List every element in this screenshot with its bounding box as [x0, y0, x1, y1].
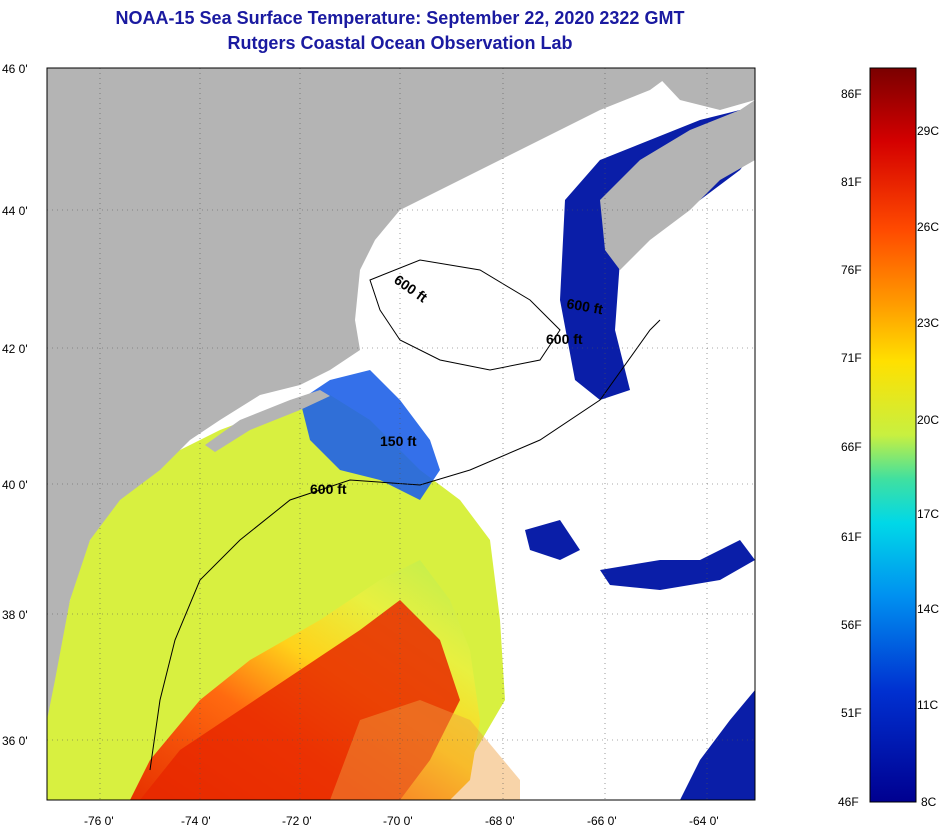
lon-tick-label: -70 0': [383, 814, 413, 828]
shelf-contour-600ft: [149, 319, 661, 771]
map-title: NOAA-15 Sea Surface Temperature: Septemb…: [115, 8, 685, 28]
cold-water-southeast: [680, 690, 755, 800]
long-island: [205, 390, 330, 452]
latitude-axis: 46 0' 44 0' 42 0' 40 0' 38 0' 36 0': [2, 62, 28, 748]
colorbar-celsius-label: 17C: [917, 507, 939, 521]
colorbar-gradient: [869, 67, 917, 803]
colorbar-celsius-label: 29C: [917, 124, 939, 138]
colorbar-fahrenheit-label: 51F: [841, 706, 862, 720]
map-area: [47, 68, 755, 800]
colorbar-fahrenheit-label: 56F: [841, 618, 862, 632]
map-frame: [46, 67, 756, 801]
lon-tick-label: -64 0': [689, 814, 719, 828]
colorbar-celsius-label: 26C: [917, 220, 939, 234]
lat-tick-label: 40 0': [2, 478, 28, 492]
lon-tick-label: -76 0': [84, 814, 114, 828]
gulf-of-maine-contour: [369, 259, 561, 371]
graticule: [47, 68, 755, 800]
contour-label: 600 ft: [565, 295, 604, 317]
contour-label: 600 ft: [546, 331, 583, 347]
cold-eddy: [525, 520, 580, 560]
colorbar-fahrenheit-label: 86F: [841, 87, 862, 101]
lon-tick-label: -66 0': [587, 814, 617, 828]
colorbar-fahrenheit-label: 76F: [841, 263, 862, 277]
lat-tick-label: 42 0': [2, 342, 28, 356]
gulf-stream-core: [140, 600, 460, 800]
map-subtitle: Rutgers Coastal Ocean Observation Lab: [227, 33, 573, 53]
lat-tick-label: 38 0': [2, 608, 28, 622]
contour-label: 150 ft: [380, 433, 417, 449]
lat-tick-label: 46 0': [2, 62, 28, 76]
colorbar-celsius-label: 11C: [917, 698, 938, 712]
colorbar-celsius-label: 8C: [921, 795, 937, 809]
longitude-axis: -76 0' -74 0' -72 0' -70 0' -68 0' -66 0…: [84, 814, 719, 828]
speckled-water: [330, 700, 520, 800]
lat-tick-label: 36 0': [2, 734, 28, 748]
colorbar-fahrenheit-label: 71F: [841, 351, 862, 365]
colorbar-fahrenheit-label: 66F: [841, 440, 862, 454]
lon-tick-label: -74 0': [181, 814, 211, 828]
lat-tick-label: 44 0': [2, 204, 28, 218]
cold-water-shelf: [300, 370, 440, 500]
northeast-land: [650, 68, 755, 110]
colorbar-celsius-label: 20C: [917, 413, 939, 427]
land-mass: [47, 68, 680, 720]
lon-tick-label: -68 0': [485, 814, 515, 828]
colorbar-fahrenheit-label: 81F: [841, 175, 862, 189]
colorbar-celsius-label: 23C: [917, 316, 939, 330]
colorbar-fahrenheit-label: 61F: [841, 530, 862, 544]
contour-label: 600 ft: [310, 481, 347, 497]
nova-scotia: [600, 100, 755, 270]
temperature-colorbar: 86F 81F 76F 71F 66F 61F 56F 51F 46F 29C …: [838, 67, 939, 809]
colorbar-fahrenheit-label: 46F: [838, 795, 859, 809]
cold-eddy-east: [600, 540, 755, 590]
colorbar-celsius-label: 14C: [917, 602, 939, 616]
lon-tick-label: -72 0': [282, 814, 312, 828]
